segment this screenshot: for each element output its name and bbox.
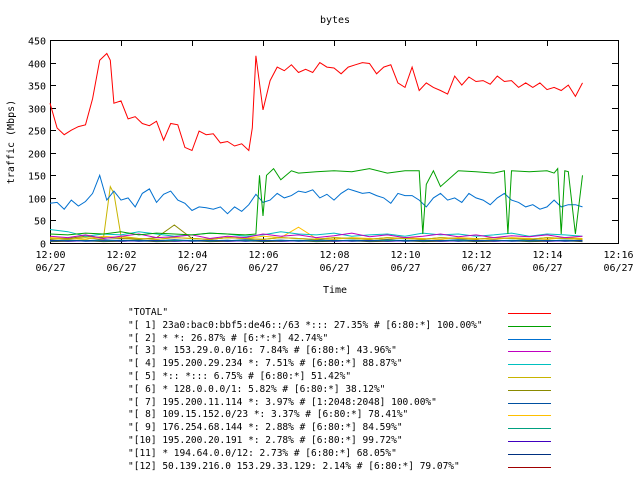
y-tick-label: 200 [28, 150, 46, 161]
y-tick-label: 100 [28, 195, 46, 206]
x-tick-label-time: 12:10 [390, 250, 420, 261]
legend-label: "[ 6] * 128.0.0.0/1: 5.82% # [6:80:*] 38… [128, 383, 386, 395]
x-tick-label-date: 06/27 [603, 263, 633, 274]
legend-swatch [508, 402, 551, 404]
x-axis-label: Time [323, 285, 347, 296]
legend-swatch [508, 351, 551, 353]
legend-entry: "[ 8] 109.15.152.0/23 *: 3.37% # [6:80:*… [128, 409, 628, 421]
y-axis-label: traffic (Mbps) [6, 100, 17, 184]
series-line [49, 232, 583, 240]
legend-entry: "[11] * 194.64.0.0/12: 2.73% # [6:80:*] … [128, 448, 628, 460]
series-lines [49, 52, 583, 243]
y-tick-label: 150 [28, 172, 46, 183]
x-tick-label-time: 12:02 [106, 250, 136, 261]
x-tick-label-time: 12:08 [319, 250, 349, 261]
legend-entry: "[ 1] 23a0:bac0:bbf5:de46::/63 *::: 27.3… [128, 320, 628, 332]
y-tick-label: 250 [28, 127, 46, 138]
legend-swatch [508, 389, 551, 391]
plot-frame [50, 40, 619, 244]
y-tick-label: 300 [28, 105, 46, 116]
legend-label: "[11] * 194.64.0.0/12: 2.73% # [6:80:*] … [128, 447, 397, 459]
legend-swatch [508, 338, 551, 340]
x-tick-label-time: 12:14 [532, 250, 562, 261]
legend-label: "[ 7] 195.200.11.114 *: 3.97% # [1:2048:… [128, 396, 437, 408]
legend-entry: "[ 6] * 128.0.0.0/1: 5.82% # [6:80:*] 38… [128, 384, 628, 396]
series-line [49, 173, 583, 215]
x-tick-label-date: 06/27 [248, 263, 278, 274]
x-tick-label-time: 12:06 [248, 250, 278, 261]
x-axis: 12:00 06/27 12:02 06/27 12:04 06/27 12:06 06/27… [35, 40, 634, 274]
x-tick-label-date: 06/27 [532, 263, 562, 274]
legend-entry: "[10] 195.200.20.191 *: 2.78% # [6:80:*]… [128, 435, 628, 447]
x-tick-label-time: 12:00 [35, 250, 65, 261]
legend-swatch [508, 313, 551, 314]
x-tick-label-time: 12:12 [461, 250, 491, 261]
legend-swatch [508, 377, 551, 378]
x-tick-label-date: 06/27 [177, 263, 207, 274]
legend-label: "[ 4] 195.200.29.234 *: 7.51% # [6:80:*]… [128, 358, 403, 370]
legend-entry: "[ 7] 195.200.11.114 *: 3.97% # [1:2048:… [128, 397, 628, 409]
legend-label: "[ 3] * 153.29.0.0/16: 7.84% # [6:80:*] … [128, 345, 397, 357]
legend-label: "[12] 50.139.216.0 153.29.33.129: 2.14% … [128, 460, 460, 472]
legend-entry: "[ 3] * 153.29.0.0/16: 7.84% # [6:80:*] … [128, 345, 628, 357]
legend-entry: "[ 2] * *: 26.87% # [6:*:*] 42.74%" [128, 333, 628, 345]
series-line [49, 167, 583, 236]
legend-entry: "[ 4] 195.200.29.234 *: 7.51% # [6:80:*]… [128, 358, 628, 370]
y-tick-label: 350 [28, 82, 46, 93]
legend-swatch [508, 415, 551, 417]
x-tick-label-time: 12:16 [603, 250, 633, 261]
y-tick-label: 50 [34, 217, 46, 228]
legend-swatch [508, 325, 551, 327]
x-tick-label-date: 06/27 [461, 263, 491, 274]
legend-label: "[10] 195.200.20.191 *: 2.78% # [6:80:*]… [128, 435, 403, 446]
legend-entry: "[12] 50.139.216.0 153.29.33.129: 2.14% … [128, 461, 628, 473]
x-tick-label-time: 12:04 [177, 250, 207, 261]
legend-swatch [508, 428, 551, 430]
legend-label: "[ 8] 109.15.152.0/23 *: 3.37% # [6:80:*… [128, 409, 409, 421]
legend-label: "[ 2] * *: 26.87% # [6:*:*] 42.74%" [128, 332, 329, 344]
series-line [49, 184, 583, 240]
x-tick-label-date: 06/27 [390, 263, 420, 274]
series-line [49, 52, 583, 152]
legend-entry: "TOTAL" [128, 307, 628, 319]
legend-label: "[ 1] 23a0:bac0:bbf5:de46::/63 *::: 27.3… [128, 319, 483, 331]
legend-swatch [508, 441, 551, 442]
legend-label: "[ 5] *:: *::: 6.75% # [6:80:*] 51.42%" [128, 371, 352, 382]
y-tick-label: 0 [40, 240, 46, 251]
x-tick-label-date: 06/27 [35, 263, 65, 274]
chart-title: bytes [320, 15, 350, 26]
legend-label: "[ 9] 176.254.68.144 *: 2.88% # [6:80:*]… [128, 422, 403, 434]
legend-swatch [508, 453, 551, 455]
legend-entry: "[ 9] 176.254.68.144 *: 2.88% # [6:80:*]… [128, 422, 628, 434]
y-tick-label: 400 [28, 60, 46, 71]
y-tick-label: 450 [28, 37, 46, 48]
x-tick-label-date: 06/27 [319, 263, 349, 274]
series-line [49, 229, 583, 237]
x-tick-label-date: 06/27 [106, 263, 136, 274]
legend-swatch [508, 364, 551, 366]
legend-swatch [508, 466, 551, 468]
legend-entry: "[ 5] *:: *::: 6.75% # [6:80:*] 51.42%" [128, 371, 628, 383]
legend-label: "TOTAL" [128, 307, 169, 318]
y-axis: 0 50 100 150 200 250 300 350 400 450 [28, 37, 618, 251]
